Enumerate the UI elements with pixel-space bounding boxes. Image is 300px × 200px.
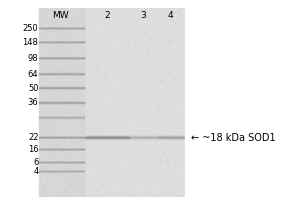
Text: 4: 4 xyxy=(33,167,38,176)
Text: 50: 50 xyxy=(28,84,38,93)
Text: 98: 98 xyxy=(28,54,38,63)
Text: 16: 16 xyxy=(28,145,38,154)
Text: 2: 2 xyxy=(104,11,110,20)
Text: 36: 36 xyxy=(28,98,38,107)
Text: 6: 6 xyxy=(33,158,38,167)
Text: 22: 22 xyxy=(28,133,38,142)
Text: ← ~18 kDa SOD1: ← ~18 kDa SOD1 xyxy=(191,133,276,143)
Text: 148: 148 xyxy=(22,38,38,47)
Text: MW: MW xyxy=(52,11,68,20)
Text: 3: 3 xyxy=(141,11,146,20)
Text: 250: 250 xyxy=(23,24,38,33)
Text: 64: 64 xyxy=(28,70,38,79)
Text: 4: 4 xyxy=(168,11,173,20)
